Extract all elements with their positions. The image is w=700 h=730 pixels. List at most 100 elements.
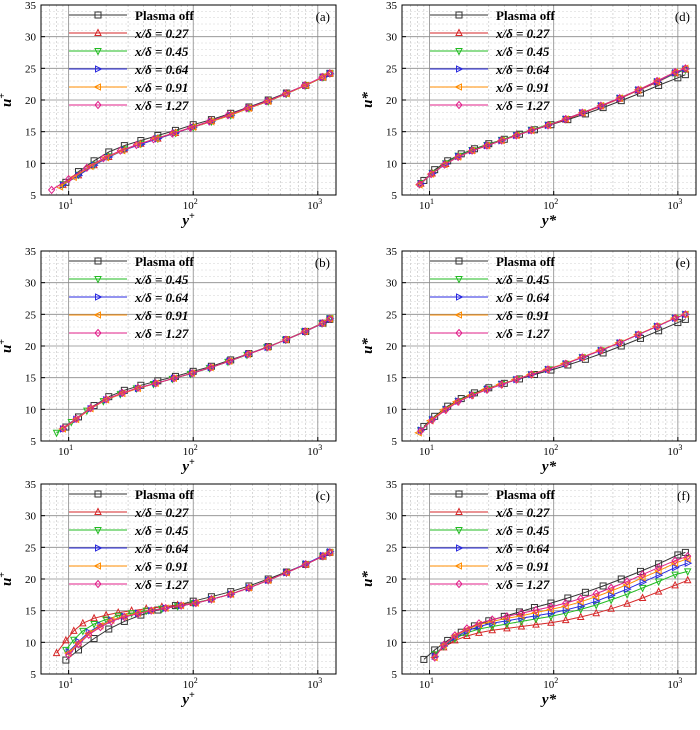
data-point bbox=[52, 429, 61, 438]
data-point bbox=[532, 615, 540, 624]
y-tick-label: 20 bbox=[386, 95, 398, 107]
data-point bbox=[105, 625, 113, 633]
data-point bbox=[654, 587, 663, 595]
legend-label: x/δ = 0.91 bbox=[495, 559, 549, 574]
data-point bbox=[192, 598, 200, 608]
data-point bbox=[302, 560, 310, 569]
series-group bbox=[420, 548, 693, 663]
data-point bbox=[576, 597, 584, 606]
data-point bbox=[69, 626, 78, 634]
data-point bbox=[227, 589, 235, 599]
data-point bbox=[681, 64, 690, 73]
legend-marker bbox=[95, 293, 103, 301]
chart-panel: 5 10 15 20 25 30 35 101 102 103 y* u* (d) Plasma off x… bbox=[360, 0, 697, 229]
legend-marker bbox=[456, 293, 464, 301]
data-point bbox=[616, 338, 624, 348]
data-point bbox=[463, 631, 471, 639]
data-point bbox=[428, 415, 436, 425]
data-point bbox=[622, 580, 631, 589]
data-point bbox=[90, 613, 98, 622]
data-point bbox=[263, 342, 272, 352]
data-point bbox=[454, 397, 462, 407]
data-point bbox=[483, 385, 491, 394]
data-point bbox=[639, 578, 648, 586]
legend-marker bbox=[94, 507, 102, 515]
y-tick-label: 30 bbox=[25, 32, 37, 44]
data-point bbox=[47, 185, 56, 195]
y-tick-label: 25 bbox=[25, 542, 37, 554]
data-point bbox=[420, 655, 428, 663]
data-point bbox=[79, 618, 87, 627]
data-point bbox=[116, 146, 124, 155]
data-point bbox=[637, 573, 646, 582]
chart-panel: 5 10 15 20 25 30 35 101 102 103 y+ u+ (c) Plasma off x… bbox=[0, 479, 337, 708]
data-point bbox=[483, 141, 491, 150]
legend-label: x/δ = 0.45 bbox=[495, 44, 550, 59]
data-point bbox=[431, 646, 439, 654]
legend-marker bbox=[94, 28, 102, 36]
legend-marker bbox=[455, 527, 463, 535]
data-point bbox=[281, 89, 290, 98]
data-point bbox=[420, 422, 428, 430]
data-point bbox=[102, 610, 110, 619]
data-point bbox=[147, 606, 155, 615]
data-point bbox=[64, 174, 73, 184]
y-tick-label: 10 bbox=[25, 637, 37, 649]
data-point bbox=[683, 554, 691, 563]
data-point bbox=[170, 374, 178, 383]
data-point bbox=[188, 368, 196, 378]
data-point bbox=[440, 160, 449, 169]
legend-marker bbox=[455, 28, 463, 36]
legend-label: x/δ = 0.64 bbox=[134, 290, 189, 305]
data-point bbox=[69, 636, 78, 645]
series-line bbox=[419, 67, 686, 185]
legend-label: x/δ = 1.27 bbox=[495, 577, 550, 592]
x-tick-label: 101 bbox=[58, 197, 73, 212]
chart-panel: 5 10 15 20 25 30 35 101 102 103 y+ u+ (a) Plasma off x… bbox=[0, 0, 337, 229]
x-tick-label: 103 bbox=[667, 443, 682, 458]
legend-label: x/δ = 1.27 bbox=[134, 577, 189, 592]
data-point bbox=[319, 551, 327, 561]
data-point bbox=[177, 601, 185, 610]
series-group bbox=[414, 64, 691, 189]
x-axis-label: y+ bbox=[180, 211, 195, 229]
legend-label: x/δ = 0.64 bbox=[134, 62, 189, 77]
series-line bbox=[423, 318, 686, 427]
data-point bbox=[544, 365, 552, 374]
data-point bbox=[263, 97, 272, 106]
legend-marker bbox=[94, 328, 102, 338]
legend-label: Plasma off bbox=[135, 487, 195, 502]
data-point bbox=[617, 575, 625, 583]
y-axis-label: u+ bbox=[0, 572, 15, 586]
x-tick-label: 103 bbox=[667, 676, 682, 691]
panel-label: (e) bbox=[676, 255, 690, 270]
y-tick-label: 5 bbox=[392, 436, 398, 448]
data-point bbox=[591, 592, 600, 601]
legend-label: x/δ = 0.27 bbox=[134, 26, 189, 41]
y-tick-label: 15 bbox=[25, 373, 37, 385]
legend-marker bbox=[455, 276, 463, 284]
legend-marker bbox=[94, 490, 102, 498]
y-tick-label: 30 bbox=[25, 278, 37, 290]
data-point bbox=[114, 607, 123, 616]
legend-marker bbox=[93, 83, 101, 91]
legend-marker bbox=[93, 311, 101, 319]
y-tick-label: 5 bbox=[392, 669, 398, 681]
y-tick-label: 35 bbox=[25, 246, 37, 258]
legend-marker bbox=[455, 507, 463, 515]
data-point bbox=[90, 635, 98, 643]
data-point bbox=[527, 370, 535, 379]
legend-label: x/δ = 0.91 bbox=[134, 80, 188, 95]
data-point bbox=[206, 363, 215, 372]
data-point bbox=[463, 624, 471, 633]
data-point bbox=[326, 314, 334, 324]
data-point bbox=[245, 583, 253, 593]
data-point bbox=[318, 72, 326, 82]
y-tick-label: 35 bbox=[386, 479, 398, 491]
data-point bbox=[134, 383, 142, 393]
data-point bbox=[59, 424, 67, 433]
legend-label: x/δ = 0.27 bbox=[495, 26, 550, 41]
data-point bbox=[531, 608, 539, 617]
legend-label: Plasma off bbox=[135, 254, 195, 269]
y-tick-label: 25 bbox=[386, 542, 398, 554]
